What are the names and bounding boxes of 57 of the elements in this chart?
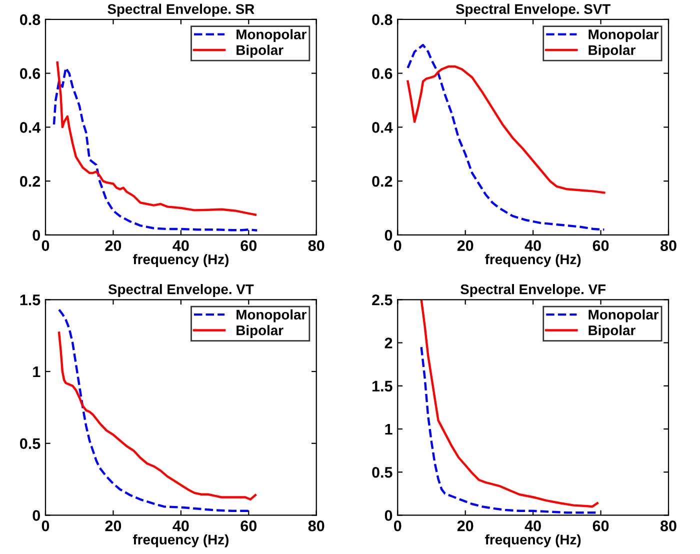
legend-label: Monopolar xyxy=(588,309,659,322)
chart-title: Spectral Envelope. SVT xyxy=(456,4,610,17)
legend-label: Monopolar xyxy=(236,29,306,42)
y-tick-label: 0 xyxy=(384,230,392,241)
x-tick-label: 40 xyxy=(524,520,541,532)
y-tick-label: 0 xyxy=(32,230,40,241)
legend-label: Bipolar xyxy=(236,44,284,58)
legend-label: Monopolar xyxy=(588,29,659,42)
y-tick-label: 0.8 xyxy=(372,14,392,26)
x-tick-label: 0 xyxy=(42,520,50,532)
y-tick-label: 0 xyxy=(384,510,392,521)
legend-label: Bipolar xyxy=(588,325,636,338)
legend-label: Bipolar xyxy=(236,325,284,338)
x-tick-label: 60 xyxy=(592,240,609,252)
x-tick-label: 0 xyxy=(42,240,50,252)
legend-label: Monopolar xyxy=(236,309,306,322)
x-axis-title: frequency (Hz) xyxy=(485,534,581,548)
x-tick-label: 60 xyxy=(592,520,609,532)
y-tick-label: 0.5 xyxy=(20,438,40,450)
x-axis-title: frequency (Hz) xyxy=(132,534,228,548)
x-tick-label: 80 xyxy=(308,240,324,252)
line-series xyxy=(406,65,606,194)
y-tick-label: 0.4 xyxy=(20,122,41,133)
x-tick-label: 20 xyxy=(457,240,474,252)
y-tick-label: 1.5 xyxy=(372,380,392,392)
y-tick-label: 2.5 xyxy=(372,294,392,306)
y-tick-label: 0.5 xyxy=(372,466,392,478)
x-tick-label: 40 xyxy=(172,520,189,532)
x-tick-label: 60 xyxy=(240,520,257,532)
x-tick-label: 80 xyxy=(660,240,676,252)
y-tick-label: 1.5 xyxy=(20,294,40,306)
y-tick-label: 0 xyxy=(32,510,40,521)
y-tick-label: 1 xyxy=(33,366,40,378)
x-tick-label: 60 xyxy=(240,240,257,252)
legend-label: Bipolar xyxy=(588,44,636,58)
y-tick-label: 0.2 xyxy=(372,176,392,187)
x-axis-title: frequency (Hz) xyxy=(132,254,228,268)
x-axis-title: frequency (Hz) xyxy=(485,254,581,268)
x-tick-label: 40 xyxy=(172,240,189,252)
y-tick-label: 0.6 xyxy=(372,68,392,79)
x-tick-label: 20 xyxy=(457,520,474,532)
y-tick-label: 0.6 xyxy=(20,68,40,79)
x-tick-label: 80 xyxy=(660,520,676,532)
y-tick-label: 1 xyxy=(385,424,392,435)
chart-title: Spectral Envelope. VT xyxy=(108,284,254,297)
y-tick-label: 0.2 xyxy=(20,176,40,187)
chart-title: Spectral Envelope. VF xyxy=(460,284,606,297)
y-tick-label: 0.4 xyxy=(372,122,393,133)
x-tick-label: 20 xyxy=(105,520,122,532)
chart-title: Spectral Envelope. SR xyxy=(108,4,254,17)
x-tick-label: 0 xyxy=(394,240,402,252)
y-tick-label: 2 xyxy=(384,338,392,348)
x-tick-label: 0 xyxy=(394,520,402,532)
x-tick-label: 20 xyxy=(105,240,122,252)
x-tick-label: 40 xyxy=(524,240,541,252)
y-tick-label: 0.8 xyxy=(20,14,40,26)
x-tick-label: 80 xyxy=(308,520,324,532)
